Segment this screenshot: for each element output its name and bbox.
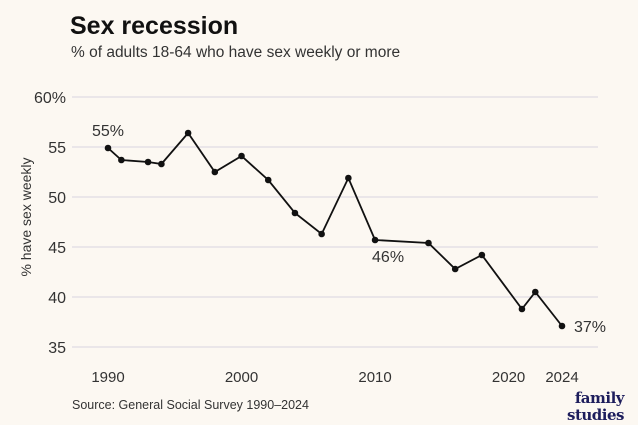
data-point <box>345 174 352 182</box>
data-point <box>104 144 112 152</box>
data-point <box>478 251 486 259</box>
annotations: 55% 46% 37% <box>92 123 606 336</box>
data-point <box>531 288 539 296</box>
data-point <box>144 158 152 166</box>
data-point <box>425 239 432 247</box>
y-tick-label: 55 <box>48 140 66 157</box>
y-tick-label: 60% <box>34 90 66 107</box>
series-line <box>104 129 566 330</box>
x-tick-labels: 1990 2000 2010 2020 2024 <box>91 369 578 386</box>
x-tick-label: 2020 <box>492 369 525 386</box>
logo-line-1: family <box>574 389 625 407</box>
data-point <box>238 152 245 160</box>
data-point <box>518 305 526 313</box>
y-tick-label: 40 <box>48 290 66 307</box>
x-tick-label: 2000 <box>225 369 258 386</box>
y-tick-labels: 35 40 45 50 55 60% <box>34 90 66 357</box>
data-point <box>371 236 379 244</box>
gridlines <box>72 96 598 348</box>
data-label: 55% <box>92 123 124 140</box>
x-tick-label: 2010 <box>358 369 391 386</box>
data-point <box>184 129 192 137</box>
data-label: 37% <box>574 319 606 336</box>
chart-title: Sex recession <box>70 12 239 40</box>
data-point <box>118 156 125 164</box>
y-axis-label: % have sex weekly <box>18 157 34 276</box>
data-point <box>291 209 299 217</box>
logo-line-2: studies <box>567 406 624 424</box>
data-point <box>318 230 325 238</box>
y-tick-label: 50 <box>48 190 66 207</box>
x-tick-label: 2024 <box>545 369 578 386</box>
data-point <box>158 160 165 168</box>
y-tick-label: 35 <box>48 340 66 357</box>
x-tick-label: 1990 <box>91 369 124 386</box>
data-point <box>211 168 219 176</box>
data-point <box>264 176 272 184</box>
data-point <box>451 265 459 273</box>
y-tick-label: 45 <box>48 240 66 257</box>
family-studies-logo: family studies <box>567 390 624 424</box>
data-label: 46% <box>372 249 404 266</box>
chart-subtitle: % of adults 18-64 who have sex weekly or… <box>71 44 401 61</box>
source-note: Source: General Social Survey 1990–2024 <box>72 398 309 412</box>
data-point <box>558 322 566 330</box>
